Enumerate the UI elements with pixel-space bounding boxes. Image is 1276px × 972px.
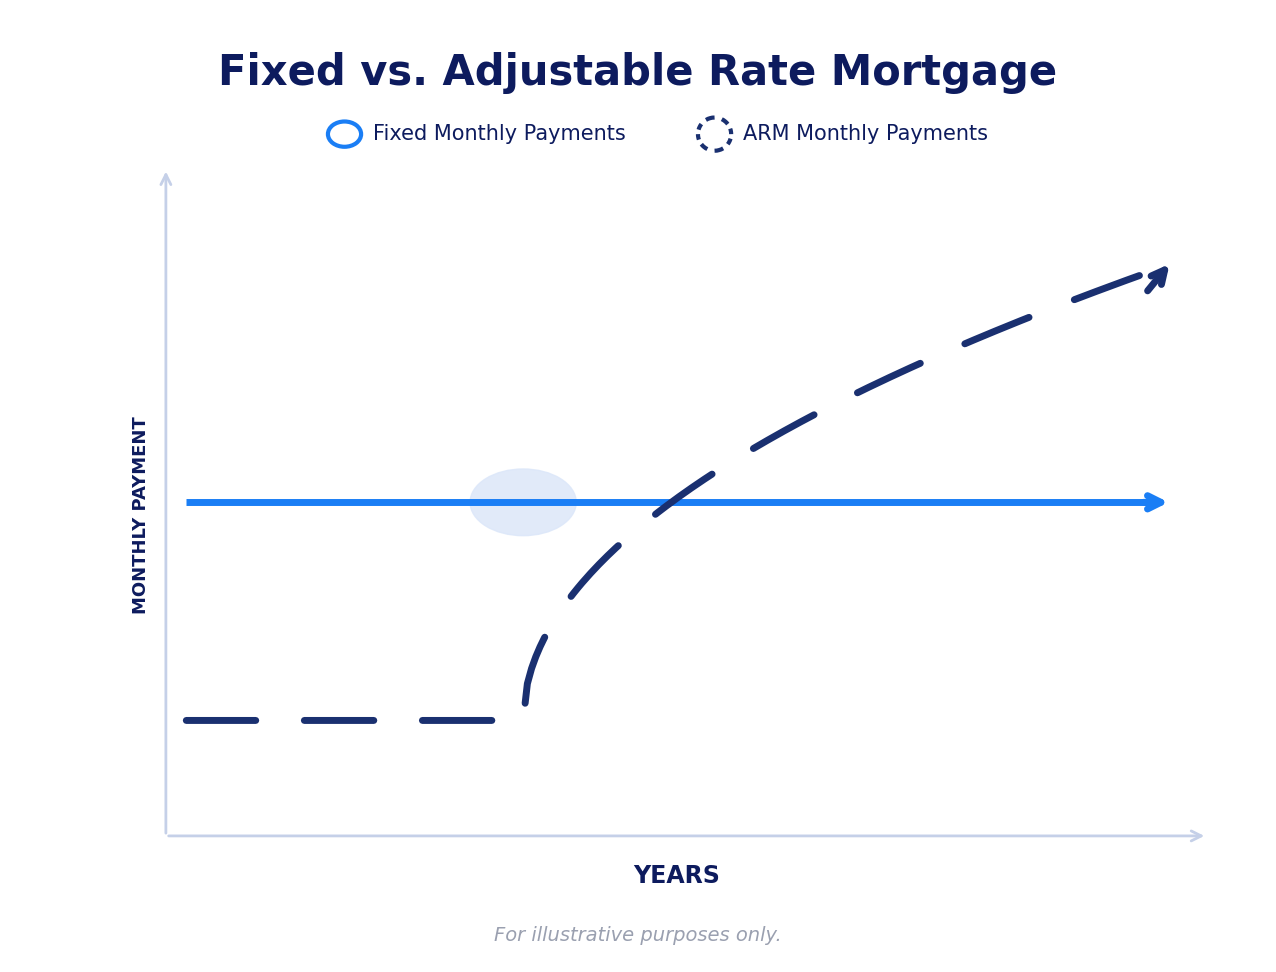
Text: ARM Monthly Payments: ARM Monthly Payments xyxy=(743,124,988,144)
Circle shape xyxy=(470,469,577,536)
Circle shape xyxy=(328,122,361,147)
Text: Fixed vs. Adjustable Rate Mortgage: Fixed vs. Adjustable Rate Mortgage xyxy=(218,52,1058,94)
X-axis label: YEARS: YEARS xyxy=(633,864,720,887)
Text: For illustrative purposes only.: For illustrative purposes only. xyxy=(494,925,782,945)
Y-axis label: MONTHLY PAYMENT: MONTHLY PAYMENT xyxy=(131,416,149,614)
Text: Fixed Monthly Payments: Fixed Monthly Payments xyxy=(373,124,625,144)
